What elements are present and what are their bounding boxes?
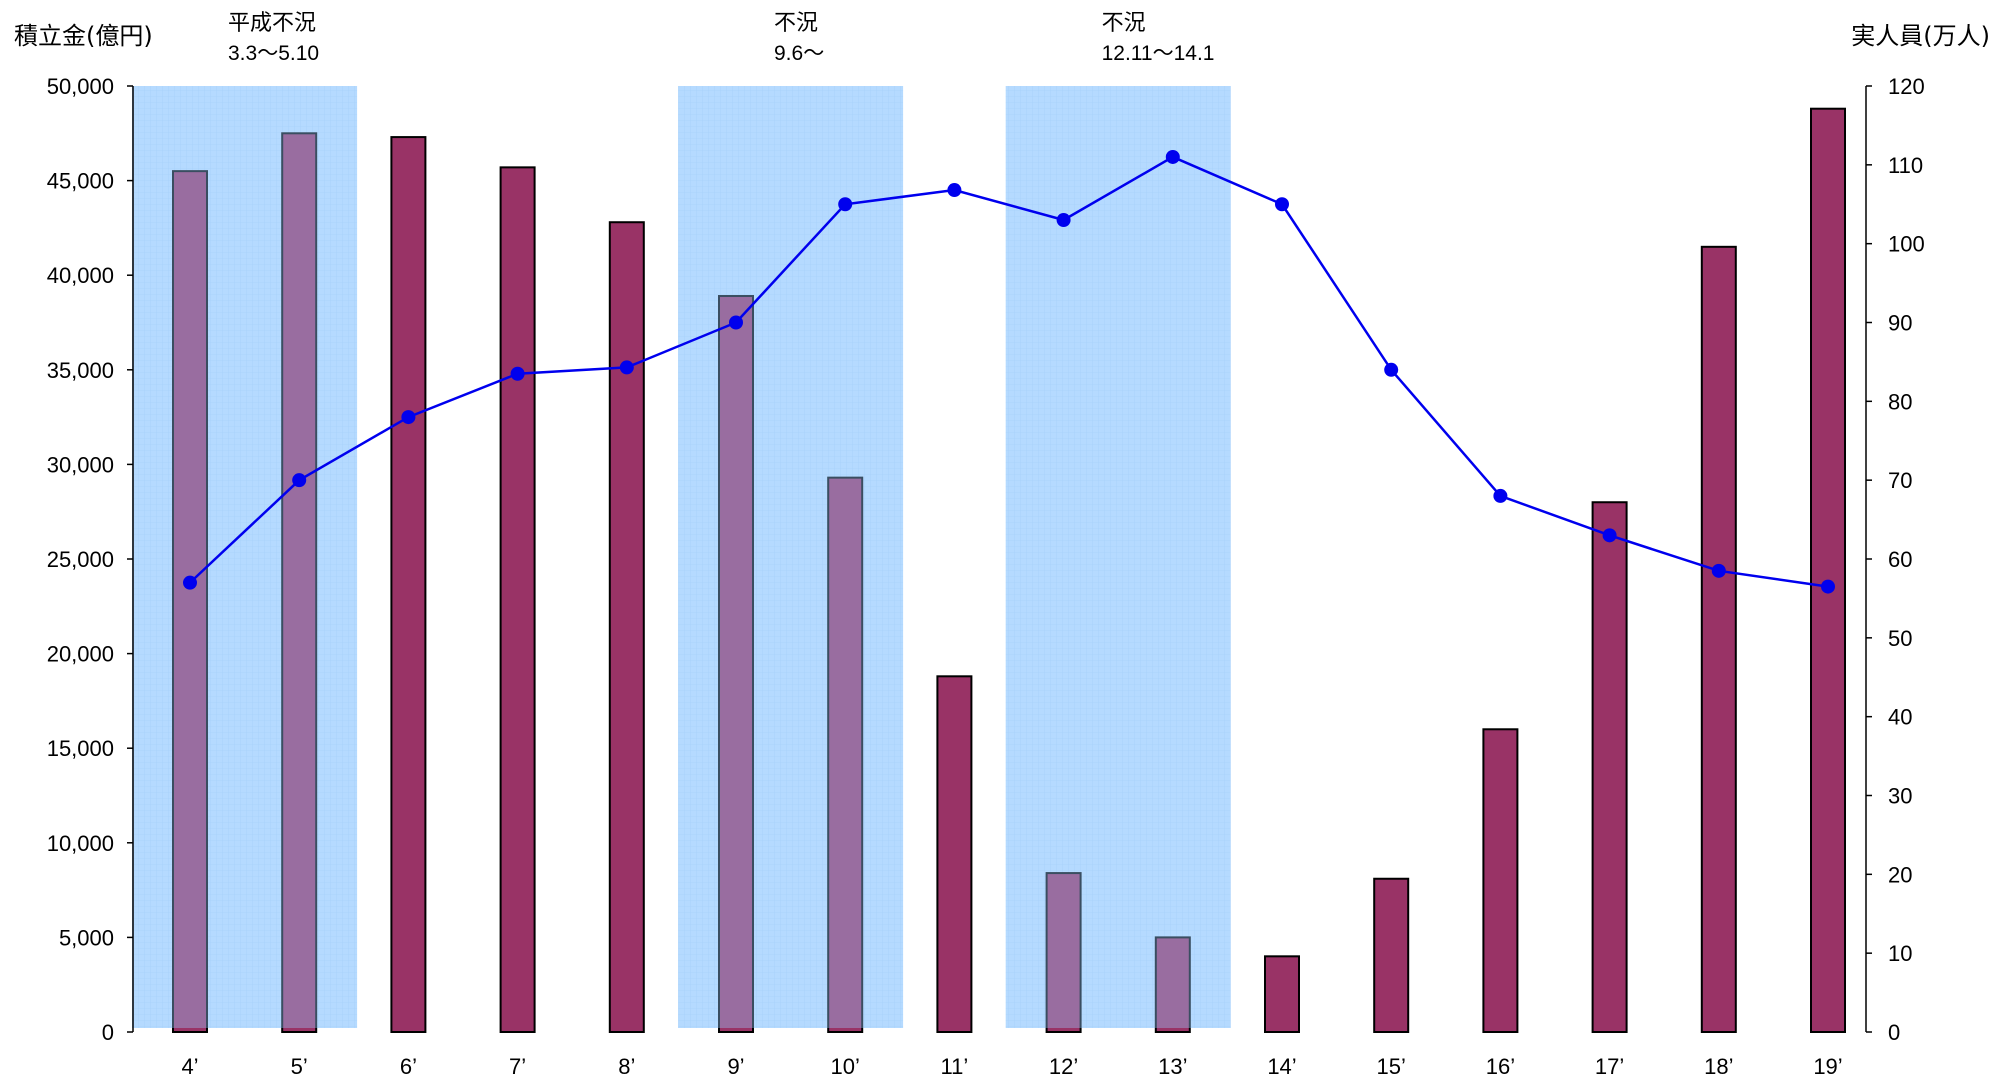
bar-6’ <box>390 136 427 1034</box>
x-tick-label: 16’ <box>1486 1054 1515 1078</box>
right-tick-label: 10 <box>1888 941 1912 966</box>
bar-10’ <box>827 476 864 1034</box>
right-tick-label: 40 <box>1888 705 1912 730</box>
right-tick-label: 120 <box>1888 74 1925 99</box>
left-tick-label: 45,000 <box>47 169 114 194</box>
left-tick-label: 25,000 <box>47 547 114 572</box>
x-tick-label: 7’ <box>509 1054 526 1078</box>
x-tick-label: 8’ <box>618 1054 635 1078</box>
line-point-8’ <box>619 360 634 375</box>
x-tick-label: 6’ <box>400 1054 417 1078</box>
recession-period: 12.11〜14.1 <box>1102 42 1215 65</box>
left-tick-label: 10,000 <box>47 831 114 856</box>
recession-band <box>678 86 904 1028</box>
bar-5’ <box>281 132 318 1034</box>
line-point-7’ <box>510 366 525 381</box>
left-tick-label: 35,000 <box>47 358 114 383</box>
x-tick-label: 15’ <box>1377 1054 1406 1078</box>
x-tick-label: 12’ <box>1049 1054 1078 1078</box>
x-tick-label: 10’ <box>831 1054 860 1078</box>
line-point-13’ <box>1165 149 1180 164</box>
left-tick-label: 5,000 <box>59 925 114 950</box>
right-tick-label: 60 <box>1888 547 1912 572</box>
line-point-17’ <box>1602 528 1617 543</box>
right-tick-label: 50 <box>1888 626 1912 651</box>
line-point-15’ <box>1384 362 1399 377</box>
right-tick-label: 70 <box>1888 468 1912 493</box>
line-point-11’ <box>947 183 962 198</box>
recession-shading-layer <box>132 86 1231 1028</box>
line-point-4’ <box>183 575 197 590</box>
line-point-14’ <box>1275 197 1289 212</box>
recession-label: 不況 <box>774 11 818 36</box>
left-axis-title: 積立金(億円) <box>14 22 153 50</box>
x-tick-label: 11’ <box>941 1054 969 1078</box>
x-tick-label: 4’ <box>181 1054 198 1078</box>
recession-label: 平成不況 <box>228 11 316 36</box>
x-tick-label: 17’ <box>1595 1054 1624 1078</box>
bar-9’ <box>718 295 754 1033</box>
left-tick-label: 20,000 <box>47 642 114 667</box>
right-tick-labels: 0 10 20 30 40 50 60 70 80 90 100 110 120 <box>1866 74 1925 1045</box>
line-point-5’ <box>292 473 307 488</box>
line-path <box>189 155 1829 588</box>
recession-label: 不況 <box>1102 11 1146 36</box>
x-tick-label: 14’ <box>1267 1054 1296 1078</box>
bar-7’ <box>499 166 536 1033</box>
left-tick-label: 15,000 <box>47 736 114 761</box>
left-tick-label: 50,000 <box>47 74 114 99</box>
bar-15’ <box>1373 877 1410 1033</box>
recession-period: 9.6〜 <box>774 42 824 65</box>
line-point-10’ <box>838 197 853 212</box>
bar-18’ <box>1700 245 1737 1033</box>
recession-annotations: 平成不況 3.3〜5.10 不況 9.6〜 不況 12.11〜14.1 <box>228 11 1214 65</box>
x-tick-label: 13’ <box>1158 1054 1187 1078</box>
bar-13’ <box>1154 936 1191 1034</box>
line-point-19’ <box>1821 579 1835 594</box>
line-series <box>183 149 1835 594</box>
recession-overlay-layer <box>132 86 1231 1028</box>
left-tick-label: 30,000 <box>47 452 114 477</box>
bar-8’ <box>608 221 645 1033</box>
right-tick-label: 110 <box>1888 153 1923 178</box>
left-tick-labels: 0 5,000 10,000 15,000 20,000 25,000 30,000 35,0… <box>47 74 133 1045</box>
x-tick-label: 9’ <box>727 1054 744 1078</box>
line-point-18’ <box>1711 563 1726 578</box>
bar-4’ <box>172 170 208 1033</box>
recession-band-overlay <box>132 86 358 1028</box>
line-point-6’ <box>401 410 416 425</box>
right-tick-label: 20 <box>1888 862 1912 887</box>
recession-band-overlay <box>1005 86 1231 1028</box>
bar-11’ <box>936 675 973 1034</box>
right-tick-label: 30 <box>1888 784 1912 809</box>
axes: 積立金(億円) 実人員(万人) <box>14 22 1990 1032</box>
bar-16’ <box>1482 728 1519 1034</box>
x-tick-label: 5’ <box>291 1054 308 1078</box>
recession-band <box>1005 86 1231 1028</box>
line-point-9’ <box>729 315 743 330</box>
recession-band-overlay <box>678 86 904 1028</box>
x-tick-label: 19’ <box>1813 1054 1842 1078</box>
right-tick-label: 80 <box>1888 389 1912 414</box>
line-point-12’ <box>1056 213 1071 228</box>
bar-17’ <box>1591 501 1628 1033</box>
bar-12’ <box>1045 872 1082 1034</box>
x-tick-label: 18’ <box>1704 1054 1733 1078</box>
recession-band <box>132 86 358 1028</box>
right-axis-title: 実人員(万人) <box>1851 22 1990 50</box>
left-tick-label: 0 <box>102 1020 114 1045</box>
bar-19’ <box>1810 107 1846 1034</box>
line-point-16’ <box>1493 488 1508 503</box>
recession-period: 3.3〜5.10 <box>228 42 319 65</box>
right-tick-label: 90 <box>1888 311 1912 336</box>
bar-14’ <box>1264 955 1300 1034</box>
left-tick-label: 40,000 <box>47 263 114 288</box>
right-tick-label: 0 <box>1888 1020 1900 1045</box>
x-tick-labels: 4’ 5’ 6’ 7’ 8’ 9’ 10’ 11’ 12’ 13’ 14’ 15’ 16’ 17’ 18’ 1… <box>181 1054 1842 1078</box>
right-tick-label: 100 <box>1888 232 1925 257</box>
bar-series <box>172 107 1846 1034</box>
